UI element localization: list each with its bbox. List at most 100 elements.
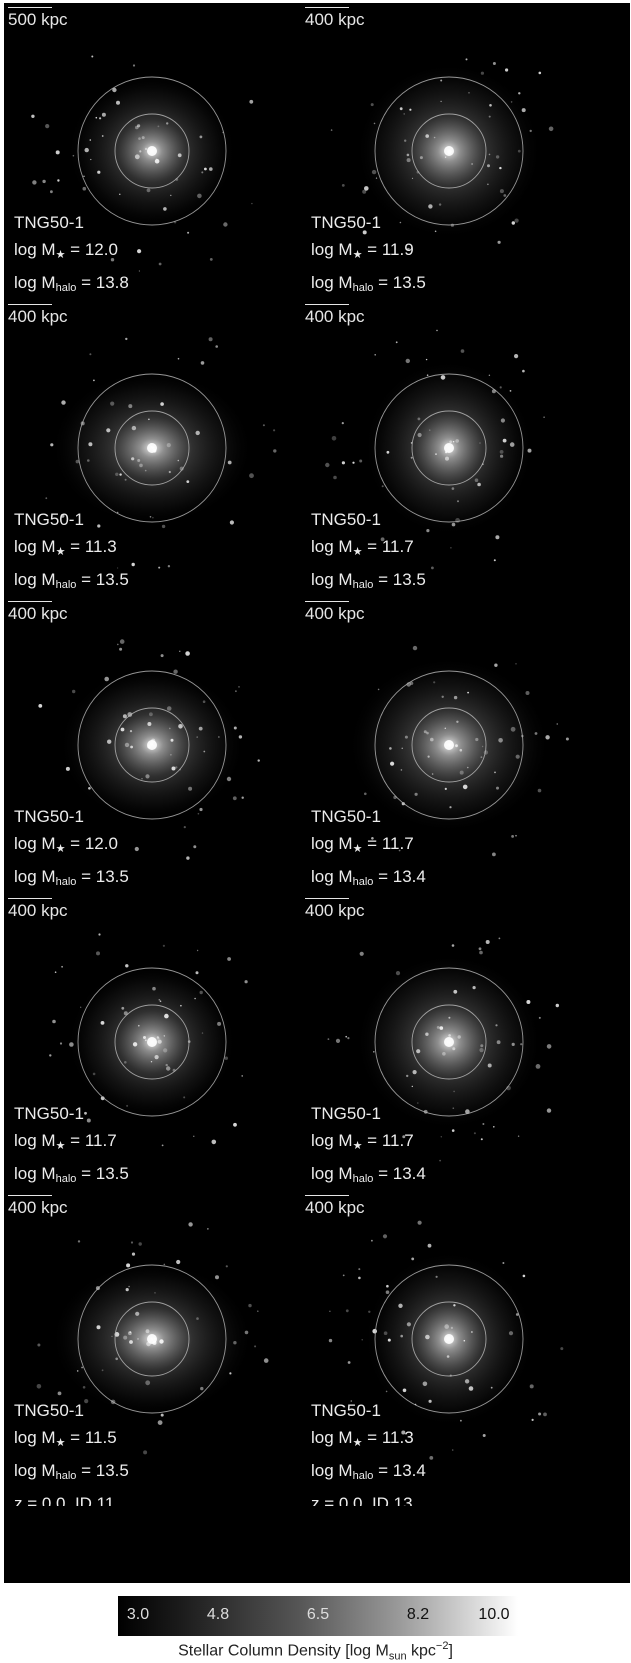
galaxy-core (147, 740, 157, 750)
equals-sign: = (373, 1164, 393, 1183)
scale-bar: 400 kpc (305, 304, 365, 327)
satellite-speck (487, 164, 490, 168)
satellite-speck (126, 1104, 129, 1107)
satellite-speck (417, 432, 422, 438)
satellite-speck (502, 438, 507, 443)
halo-subscript: halo (55, 1173, 77, 1185)
satellite-speck (175, 766, 178, 769)
satellite-speck (416, 1049, 421, 1054)
scale-bar: 400 kpc (305, 898, 365, 921)
colorbar-label: Stellar Column Density [log Msun kpc−2] (0, 1640, 631, 1663)
equals-sign: = (373, 273, 393, 292)
satellite-speck (457, 1035, 461, 1039)
satellite-speck (395, 341, 398, 344)
satellite-speck (412, 645, 418, 651)
stellar-mass: log M★ = 11.7 (311, 1127, 426, 1160)
satellite-speck (199, 990, 203, 995)
satellite-speck (215, 1275, 219, 1280)
satellite-speck (254, 1345, 257, 1348)
satellite-speck (409, 681, 414, 685)
equals-sign: = (362, 537, 382, 556)
scale-bar: 400 kpc (305, 1195, 365, 1218)
satellite-speck (435, 453, 437, 455)
satellite-speck (490, 1386, 493, 1389)
stellar-mass-value: 12.0 (84, 834, 118, 853)
satellite-speck (169, 727, 171, 730)
satellite-speck (154, 158, 160, 164)
satellite-speck (144, 1039, 147, 1042)
galaxy-image (348, 645, 569, 857)
satellite-speck (84, 1111, 87, 1115)
satellite-speck (412, 1070, 417, 1075)
satellite-speck (157, 1039, 162, 1044)
satellite-speck (371, 837, 374, 840)
scale-bar-line (305, 304, 349, 305)
satellite-speck (194, 997, 196, 1000)
stellar-mass-prefix: log M (14, 1428, 56, 1447)
outer-radius-circle (374, 670, 524, 820)
satellite-speck (434, 230, 437, 233)
equals-sign: = (362, 1131, 382, 1150)
scale-bar-line (305, 7, 349, 8)
satellite-speck (383, 1331, 388, 1335)
satellite-speck (187, 231, 190, 234)
satellite-speck (160, 654, 164, 658)
satellite-speck (341, 461, 345, 465)
satellite-speck (208, 337, 213, 342)
satellite-speck (531, 1418, 534, 1421)
satellite-speck (444, 1324, 449, 1329)
satellite-speck (425, 1334, 430, 1340)
satellite-speck (423, 730, 427, 734)
satellite-speck (387, 1338, 391, 1342)
scale-bar-label: 400 kpc (305, 10, 365, 29)
satellite-speck (215, 345, 218, 348)
satellite-speck (436, 1026, 440, 1029)
satellite-speck (249, 473, 254, 479)
satellite-speck (52, 1019, 56, 1024)
satellite-speck (122, 714, 127, 719)
inner-radius-circle (114, 113, 190, 189)
satellite-speck (223, 222, 228, 227)
satellite-speck (129, 1340, 133, 1344)
scale-bar-line (8, 898, 52, 899)
satellite-speck (341, 422, 344, 425)
satellite-speck (522, 369, 525, 373)
stellar-mass-prefix: log M (311, 1131, 353, 1150)
satellite-speck (492, 62, 496, 65)
satellite-speck (452, 1107, 455, 1109)
satellite-speck (543, 416, 545, 418)
galaxy-image (328, 1220, 564, 1460)
satellite-speck (525, 691, 530, 695)
inner-radius-circle (411, 410, 487, 486)
satellite-speck (163, 1035, 165, 1037)
satellite-speck (565, 737, 569, 741)
satellite-speck (444, 787, 447, 790)
satellite-speck (84, 147, 89, 153)
halo-mass-value: 13.5 (95, 1164, 129, 1183)
satellite-speck (125, 964, 129, 968)
satellite-speck (163, 1263, 166, 1266)
satellite-speck (74, 1411, 77, 1413)
stellar-mass: log M★ = 11.3 (311, 1424, 426, 1457)
stellar-mass: log M★ = 11.9 (311, 236, 426, 269)
satellite-speck (385, 1290, 390, 1294)
satellite-speck (82, 186, 87, 191)
satellite-speck (238, 735, 243, 739)
satellite-speck (123, 1335, 128, 1340)
satellite-speck (402, 1135, 406, 1139)
outer-radius-circle (77, 967, 227, 1117)
satellite-speck (439, 1026, 444, 1030)
outer-radius-circle (374, 76, 524, 226)
satellite-speck (422, 1381, 428, 1387)
satellite-speck (446, 1355, 450, 1358)
stellar-mass-prefix: log M (311, 537, 353, 556)
scale-bar: 400 kpc (8, 304, 68, 327)
satellite-speck (468, 92, 470, 94)
galaxy-image (49, 933, 248, 1147)
satellite-speck (227, 460, 232, 465)
satellite-speck (352, 461, 355, 464)
star-icon: ★ (352, 843, 363, 855)
simulation-name: TNG50-1 (14, 213, 84, 232)
satellite-speck (101, 112, 106, 117)
